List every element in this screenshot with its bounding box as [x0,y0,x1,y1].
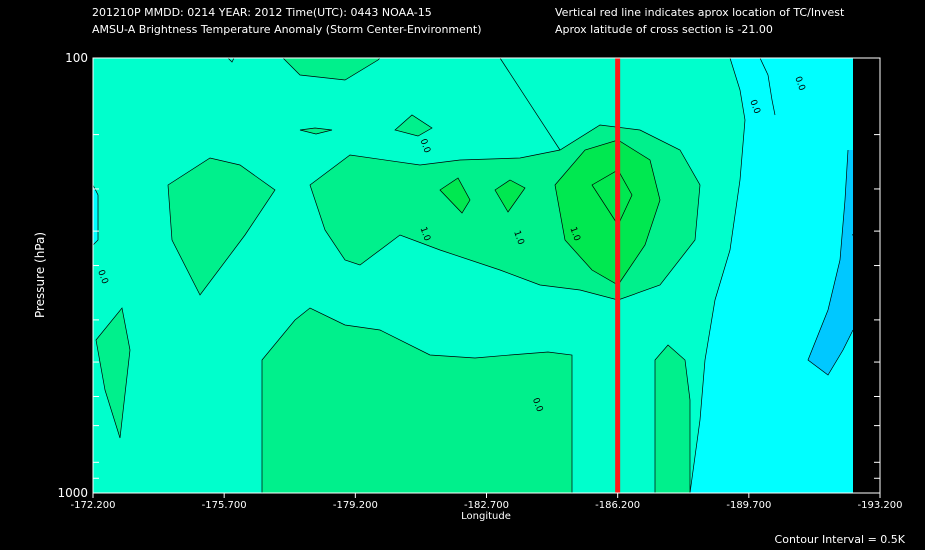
header-line-1: 201210P MMDD: 0214 YEAR: 2012 Time(UTC):… [92,6,432,19]
contour-interval-note: Contour Interval = 0.5K [774,533,905,546]
region-pos-tiny [300,128,332,134]
longitude-ticks [92,493,881,498]
xtick-label: -172.200 [71,500,116,511]
contour-field [92,57,880,494]
region-neg-05 [690,58,853,493]
contour-label: 0.0 [747,98,761,115]
x-axis-label: Longitude [461,511,511,522]
contour-label: 1.0 [567,226,581,243]
xtick-label: -189.700 [726,500,771,511]
region-neg-10 [808,150,853,375]
region-left-edge [93,185,98,245]
contour-label: 0.0 [418,138,432,155]
header-line-3: Vertical red line indicates aprox locati… [555,6,845,19]
y-axis-label: Pressure (hPa) [33,232,47,318]
region-pos-10-c [495,180,525,212]
region-pos-bottom [262,308,572,493]
contour-label: 1.0 [418,226,432,243]
xtick-label: -175.700 [202,500,247,511]
header-line-2: AMSU-A Brightness Temperature Anomaly (S… [92,23,482,36]
header-line-4: Aprox latitude of cross section is -21.0… [555,23,773,36]
xtick-label: -186.200 [595,500,640,511]
region-pos-midleft [168,158,275,295]
region-pos-top [283,58,380,80]
contour-lines [92,57,854,494]
contour-label: 0.0 [530,397,544,414]
region-pos-bottomright [655,345,690,493]
xtick-label: -193.200 [858,500,903,511]
region-pos-leftlow [96,308,130,438]
ytick-label-100: 100 [65,51,88,65]
right-black-strip [853,58,880,493]
ytick-label-1000: 1000 [57,486,88,500]
pressure-ticks-right [874,134,880,479]
xtick-label: -179.200 [333,500,378,511]
region-pos-smallbox [395,115,432,136]
contour-label: 0.0 [95,269,109,286]
contour-label: 1.0 [511,229,525,246]
contour-label: 0.0 [792,75,806,92]
longitude-tick-labels: -172.200 -175.700 -179.200 -182.700 -186.200… [71,500,903,511]
region-pos-10-a [555,140,660,285]
pressure-ticks-left [93,134,99,479]
xtick-label: -182.700 [464,500,509,511]
